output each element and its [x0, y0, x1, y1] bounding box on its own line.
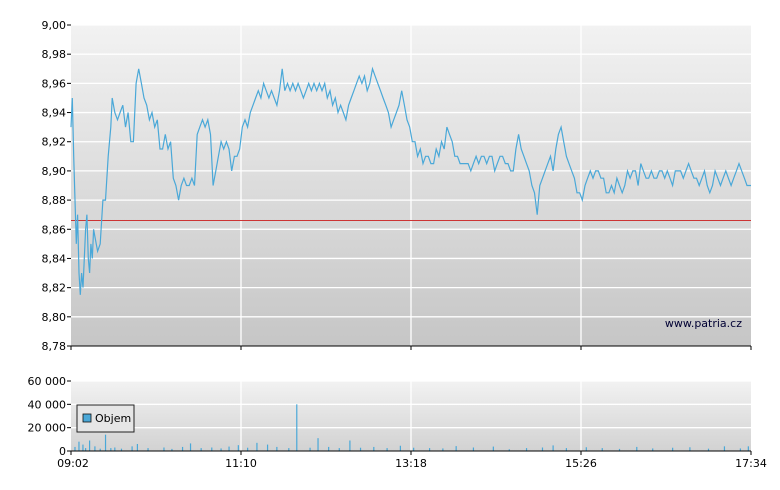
volume-bar — [723, 446, 726, 451]
price-series-line — [70, 66, 751, 295]
volume-bar — [131, 446, 133, 451]
volume-bar — [211, 447, 213, 451]
price-y-tick-label: 8,78 — [42, 340, 67, 353]
volume-bar — [525, 448, 528, 451]
volume-bar — [88, 440, 91, 451]
volume-chart-panel: 60 000 40 000 20 000 0 09:02 11:10 13:18 15:26… — [28, 375, 767, 470]
volume-bar — [552, 445, 554, 451]
volume-bar — [120, 448, 123, 451]
volume-bar — [328, 446, 330, 451]
volume-x-tick-label: 15:26 — [565, 457, 597, 470]
volume-bar — [296, 404, 298, 451]
volume-gridlines — [71, 380, 751, 451]
volume-bar — [104, 434, 107, 451]
volume-bar — [74, 446, 76, 451]
volume-bar — [739, 448, 741, 451]
volume-y-tick-label: 60 000 — [28, 375, 67, 388]
price-y-tick-label: 8,88 — [42, 194, 67, 207]
volume-bar — [707, 448, 710, 451]
price-y-axis-ticks: 9,00 8,98 8,96 8,94 8,92 8,90 8,88 8,86 8,84 8,82… — [42, 19, 71, 353]
volume-bar — [442, 448, 444, 451]
volume-bar — [247, 447, 249, 451]
volume-y-tick-label: 20 000 — [28, 422, 67, 435]
volume-bar — [386, 448, 388, 451]
volume-x-tick-label: 13:18 — [395, 457, 427, 470]
price-chart-panel: 9,00 8,98 8,96 8,94 8,92 8,90 8,88 8,86 8,84 8,82… — [42, 19, 752, 353]
volume-bar — [288, 448, 290, 451]
volume-bar — [78, 441, 80, 451]
legend-swatch — [82, 413, 92, 423]
volume-bar — [601, 448, 603, 451]
volume-bar — [171, 448, 173, 451]
volume-x-axis-ticks: 09:02 11:10 13:18 15:26 17:34 — [57, 451, 767, 470]
volume-bar — [652, 448, 654, 451]
volume-bar — [85, 448, 87, 451]
volume-bar — [585, 447, 587, 451]
watermark-text: www.patria.cz — [665, 317, 742, 330]
volume-bar — [200, 448, 202, 451]
volume-y-tick-label: 0 — [59, 445, 66, 458]
price-y-tick-label: 8,98 — [42, 48, 67, 61]
volume-bar — [147, 448, 149, 451]
volume-bar — [317, 438, 319, 451]
volume-bar — [266, 444, 269, 451]
volume-bar — [373, 446, 375, 451]
price-y-tick-label: 8,82 — [42, 282, 67, 295]
volume-bar — [228, 446, 230, 451]
volume-bar — [428, 448, 431, 451]
volume-bar — [349, 440, 351, 451]
volume-x-tick-label: 17:34 — [735, 457, 767, 470]
volume-bar — [110, 448, 112, 451]
volume-bar — [256, 442, 258, 451]
volume-bar — [94, 446, 96, 451]
price-y-tick-label: 8,80 — [42, 311, 67, 324]
volume-bar — [163, 447, 165, 451]
volume-bar — [689, 447, 691, 451]
price-y-tick-label: 8,92 — [42, 136, 67, 149]
volume-bars — [74, 404, 749, 451]
price-y-tick-label: 8,86 — [42, 223, 67, 236]
volume-bar — [181, 446, 184, 451]
volume-bar — [413, 447, 415, 451]
volume-bar — [636, 446, 638, 451]
volume-bar — [276, 446, 278, 451]
volume-bar — [492, 446, 494, 451]
volume-y-axis-ticks: 60 000 40 000 20 000 0 — [28, 375, 71, 458]
volume-bar — [565, 448, 567, 451]
price-y-tick-label: 8,96 — [42, 77, 67, 90]
volume-x-tick-label: 09:02 — [57, 457, 89, 470]
volume-legend: Objem — [76, 404, 135, 433]
volume-bar — [309, 447, 311, 451]
price-x-axis-ticks — [70, 346, 752, 350]
price-y-tick-label: 9,00 — [42, 19, 67, 32]
volume-bar — [399, 445, 401, 451]
volume-bar — [455, 446, 457, 451]
volume-bar — [541, 447, 544, 451]
volume-bar — [82, 444, 84, 451]
volume-bar — [136, 444, 139, 451]
volume-bar — [508, 449, 510, 451]
volume-bar — [338, 448, 340, 451]
volume-bar — [672, 447, 674, 451]
volume-bar — [114, 447, 116, 451]
volume-bar — [220, 448, 222, 451]
volume-bar — [99, 448, 101, 451]
volume-bar — [237, 445, 239, 451]
volume-bar — [189, 443, 192, 451]
price-gridlines — [71, 24, 751, 346]
price-y-tick-label: 8,84 — [42, 252, 67, 265]
legend-label: Objem — [95, 412, 131, 425]
volume-x-tick-label: 11:10 — [225, 457, 257, 470]
volume-bar — [472, 447, 475, 451]
volume-bar — [618, 448, 621, 451]
volume-bar — [359, 447, 362, 451]
volume-bar — [747, 446, 749, 451]
price-y-tick-label: 8,90 — [42, 165, 67, 178]
volume-y-tick-label: 40 000 — [28, 398, 67, 411]
price-y-tick-label: 8,94 — [42, 107, 67, 120]
